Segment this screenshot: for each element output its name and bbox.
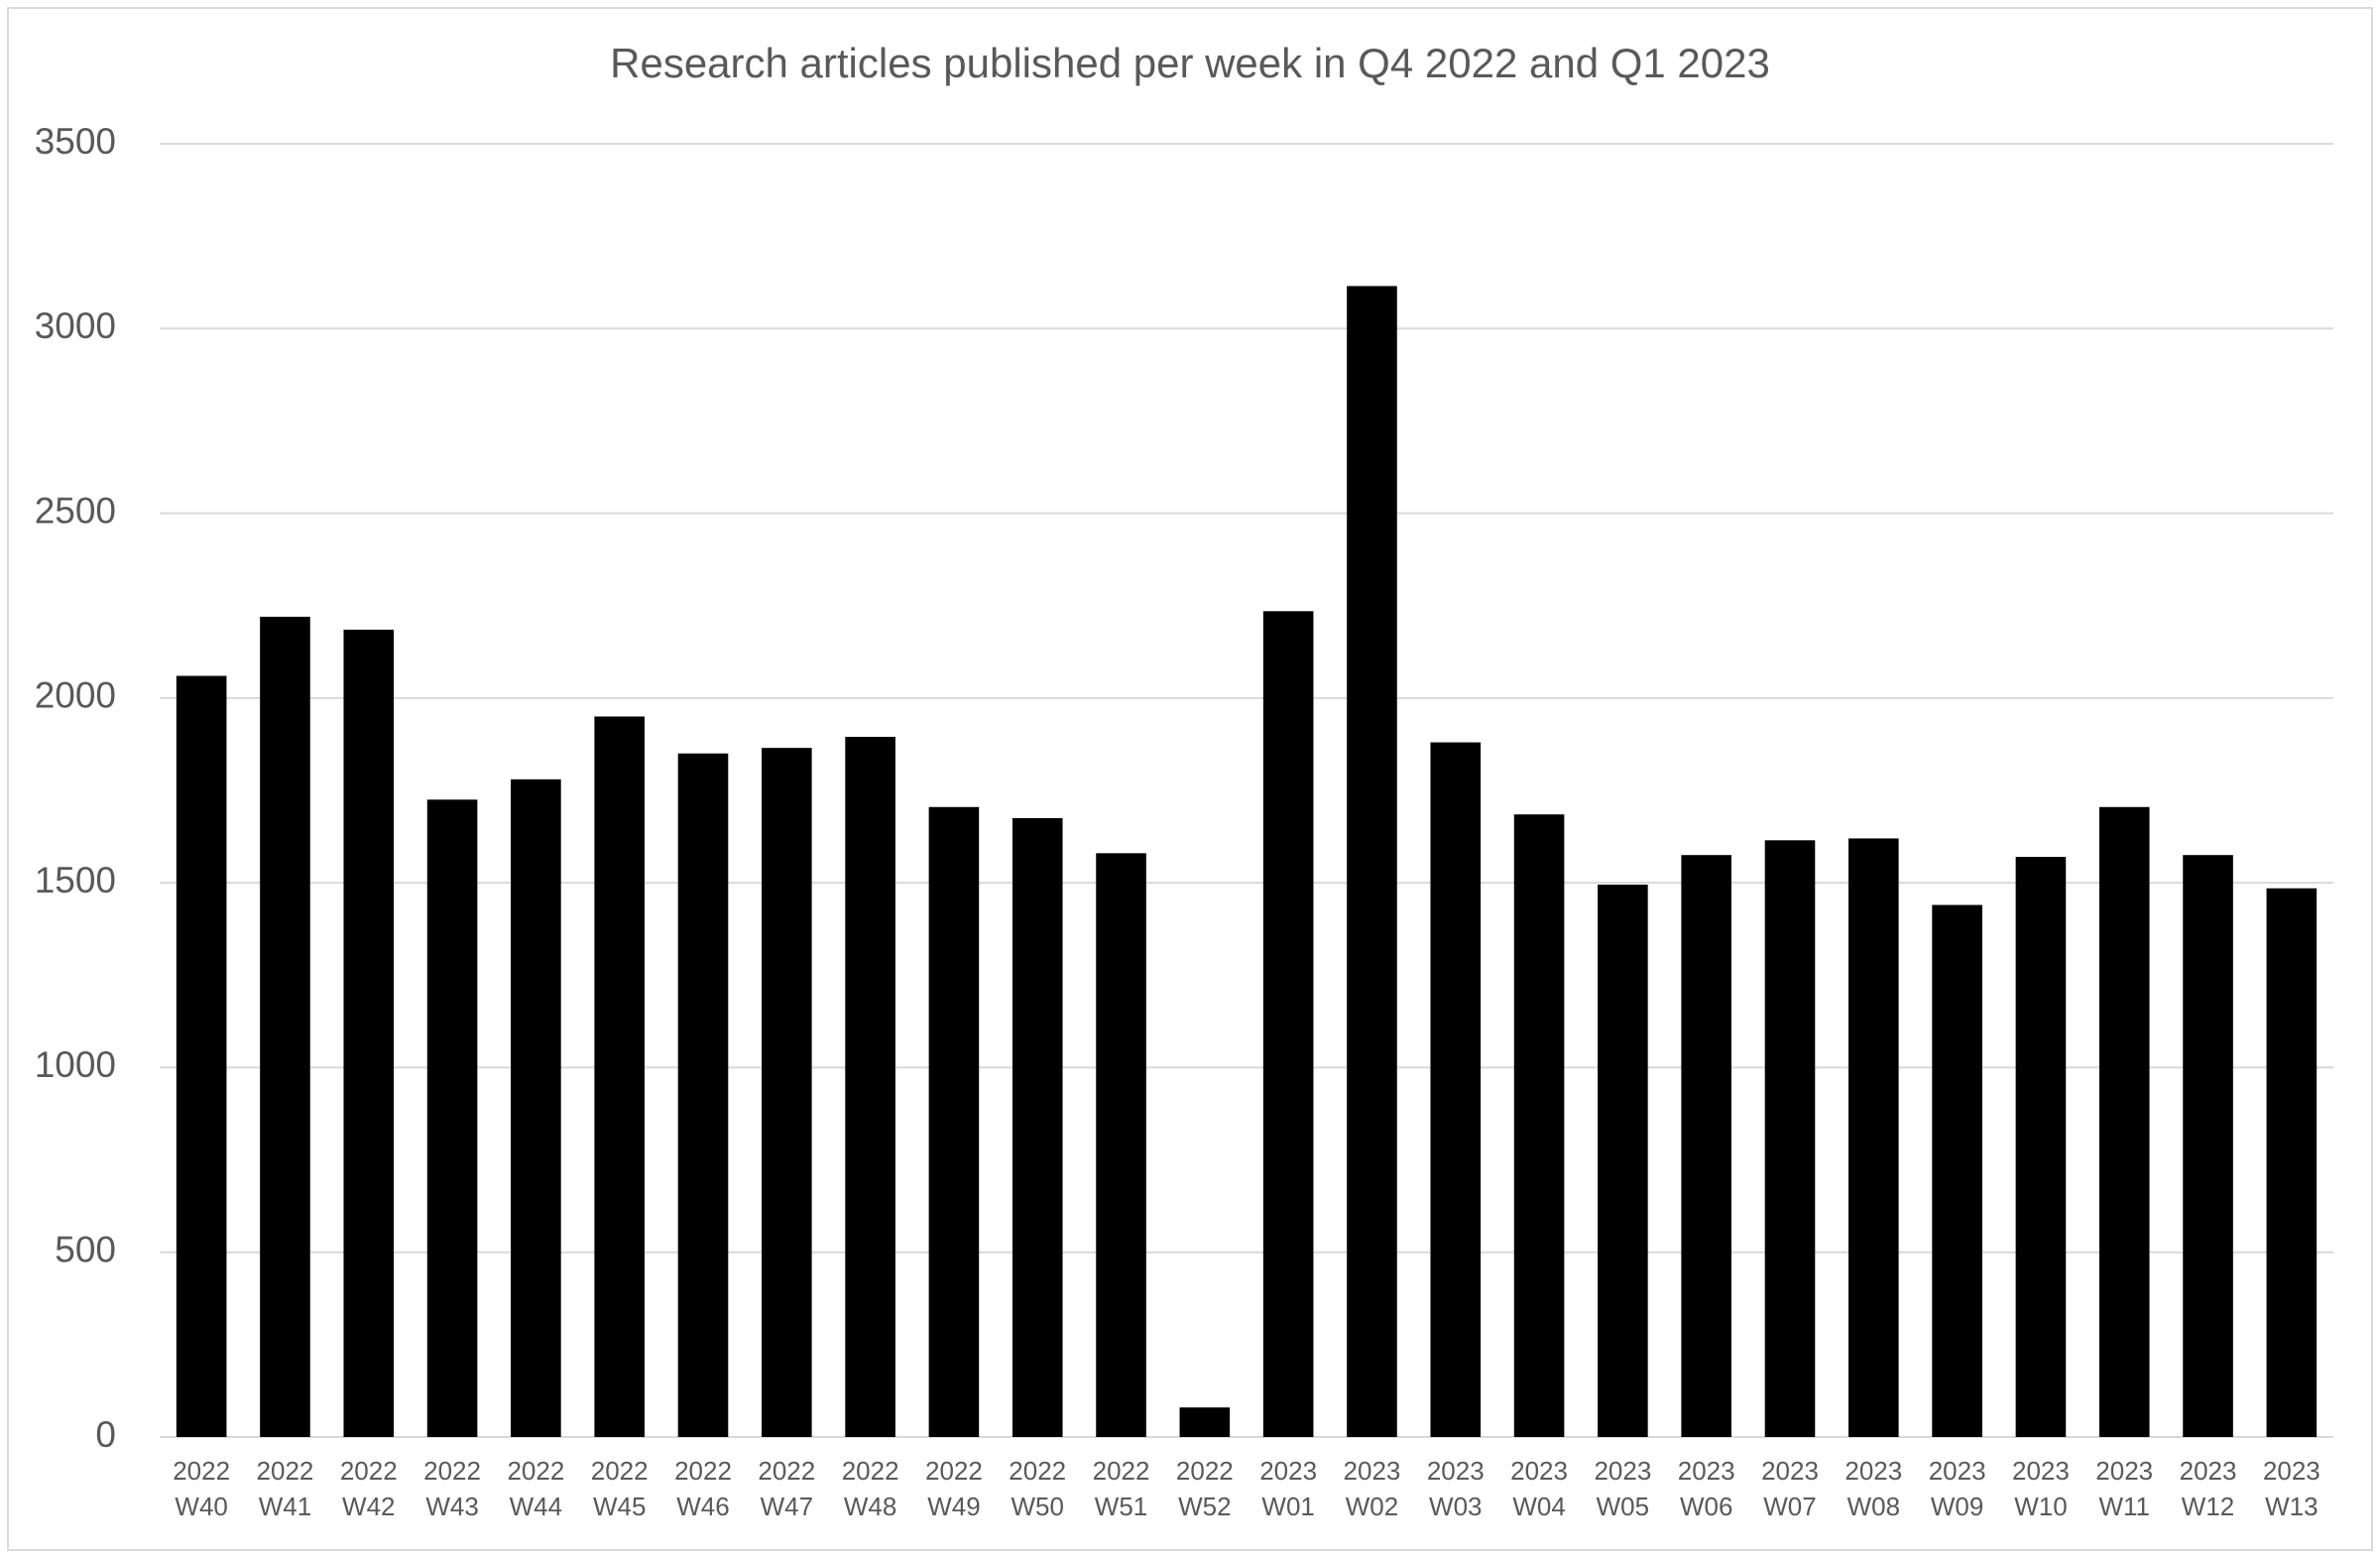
x-tick-label: 2022 W43: [423, 1456, 481, 1521]
x-tick-label: 2023 W03: [1426, 1456, 1485, 1521]
x-tick-label: 2022 W47: [758, 1456, 816, 1521]
bar: [1598, 885, 1648, 1437]
y-tick-label: 3000: [35, 305, 116, 346]
y-tick-label: 1500: [35, 860, 116, 900]
bar: [677, 753, 729, 1437]
x-tick-label: 2022 W51: [1092, 1456, 1150, 1521]
bar: [928, 806, 980, 1437]
x-tick-label: 2022 W46: [674, 1456, 732, 1521]
x-tick-label: 2023 W07: [1761, 1456, 1819, 1521]
bar: [1012, 817, 1063, 1437]
x-tick-label: 2023 W10: [2012, 1456, 2070, 1521]
bar: [176, 675, 227, 1437]
bar: [1848, 838, 1899, 1437]
bar: [1430, 742, 1482, 1437]
bar: [1681, 855, 1731, 1437]
y-tick-label: 0: [95, 1414, 116, 1455]
x-tick-label: 2023 W12: [2179, 1456, 2237, 1521]
x-tick-label: 2022 W44: [507, 1456, 565, 1521]
bar: [1262, 611, 1314, 1437]
bar: [426, 799, 478, 1437]
bar: [260, 616, 310, 1437]
x-tick-label: 2023 W08: [1844, 1456, 1903, 1521]
y-tick-label: 500: [55, 1229, 116, 1269]
x-tick-label: 2022 W45: [590, 1456, 649, 1521]
bar: [2015, 857, 2067, 1437]
x-tick-label: 2022 W48: [841, 1456, 899, 1521]
bar: [2183, 855, 2233, 1437]
x-tick-label: 2022 W42: [339, 1456, 398, 1521]
x-tick-label: 2023 W01: [1259, 1456, 1318, 1521]
x-tick-label: 2023 W09: [1928, 1456, 1986, 1521]
x-tick-label: 2023 W04: [1510, 1456, 1568, 1521]
bar: [1096, 853, 1146, 1437]
x-tick-label: 2023 W05: [1594, 1456, 1652, 1521]
bar: [2266, 888, 2318, 1437]
y-tick-label: 3500: [35, 121, 116, 162]
bar: [2098, 806, 2150, 1437]
x-tick-label: 2023 W13: [2262, 1456, 2320, 1521]
y-tick-label: 1000: [35, 1044, 116, 1085]
x-tick-label: 2022 W50: [1009, 1456, 1067, 1521]
bar: [511, 779, 561, 1437]
bar: [343, 629, 395, 1437]
bar: [762, 748, 812, 1437]
bar: [1513, 814, 1565, 1437]
x-tick-label: 2022 W40: [173, 1456, 231, 1521]
x-tick-label: 2023 W06: [1677, 1456, 1735, 1521]
bar: [1764, 840, 1816, 1437]
y-tick-label: 2500: [35, 490, 116, 531]
bar: [1179, 1407, 1231, 1437]
x-tick-label: 2023 W11: [2095, 1456, 2154, 1521]
bar: [845, 736, 895, 1437]
y-tick-label: 2000: [35, 675, 116, 716]
x-tick-label: 2022 W41: [256, 1456, 314, 1521]
x-tick-label: 2023 W02: [1343, 1456, 1401, 1521]
x-tick-label: 2022 W49: [925, 1456, 983, 1521]
bar: [594, 716, 645, 1437]
bar: [1932, 904, 1982, 1437]
chart-title: Research articles published per week in …: [610, 40, 1770, 86]
x-tick-label: 2022 W52: [1175, 1456, 1234, 1521]
bar: [1347, 286, 1397, 1438]
